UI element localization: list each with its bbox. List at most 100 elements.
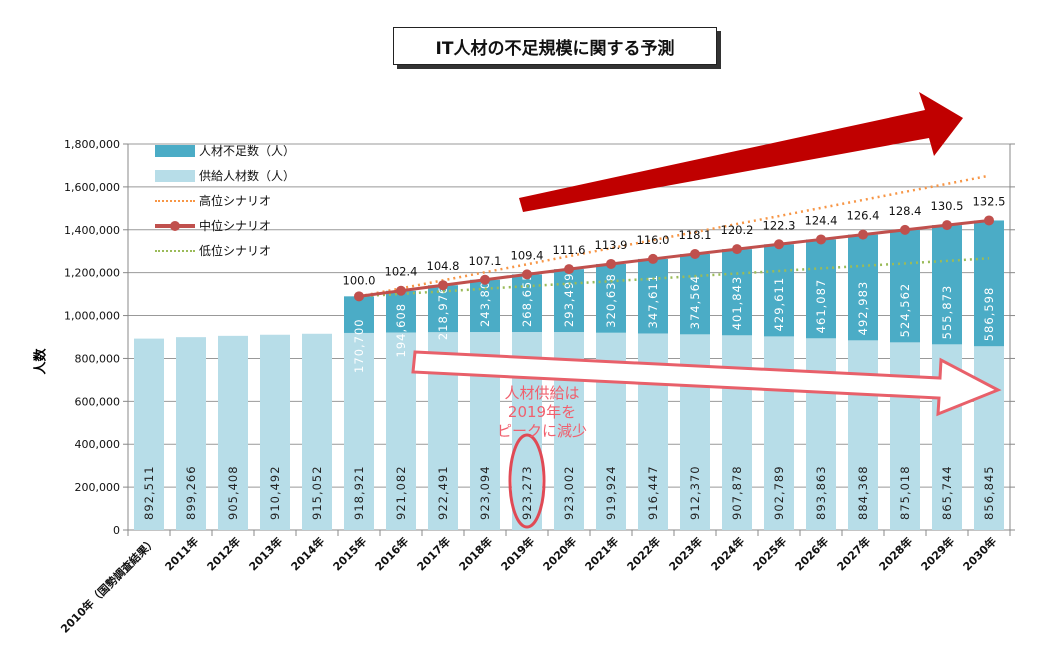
mid-scenario-marker [354, 291, 364, 302]
shortage-data-label: 170,700 [352, 318, 366, 373]
annotation-line: 人材供給は [504, 384, 580, 402]
shortage-bar [848, 234, 878, 341]
shortage-data-label: 320,638 [604, 273, 618, 328]
legend-item-shortage: 人材不足数（人） [155, 138, 295, 163]
mid-scenario-marker [480, 274, 490, 285]
y-tick-label: 1,600,000 [64, 181, 120, 194]
supply-data-label: 865,744 [940, 465, 954, 520]
legend-item-mid: 中位シナリオ [155, 213, 295, 238]
index-label: 124.4 [805, 213, 838, 227]
index-label: 111.6 [553, 243, 586, 257]
supply-data-label: 884,368 [856, 465, 870, 520]
index-label: 120.2 [721, 223, 754, 237]
legend-label: 人材不足数（人） [199, 144, 296, 158]
supply-data-label: 921,082 [394, 465, 408, 520]
supply-data-label: 923,002 [562, 465, 576, 520]
mid-scenario-marker [732, 244, 742, 255]
x-tick-label: 2025年 [750, 534, 789, 573]
shortage-bar [890, 229, 920, 343]
shortage-data-label: 243,805 [478, 272, 492, 327]
supply-data-label: 919,924 [604, 465, 618, 520]
supply-data-label: 915,052 [310, 465, 324, 520]
x-tick-label: 2028年 [876, 534, 915, 573]
supply-bar [302, 333, 332, 530]
supply-data-label: 899,266 [184, 465, 198, 520]
shortage-data-label: 524,562 [898, 283, 912, 338]
x-tick-label: 2011年 [162, 534, 201, 573]
legend-item-low: 低位シナリオ [155, 238, 295, 263]
mid-scenario-marker [564, 264, 574, 275]
y-tick-label: 800,000 [75, 352, 121, 365]
supply-data-label: 918,921 [352, 465, 366, 520]
mid-scenario-marker [396, 285, 406, 296]
shortage-data-label: 218,976 [436, 286, 450, 341]
index-label: 102.4 [385, 265, 418, 279]
index-label: 118.1 [679, 228, 712, 242]
y-axis-label: 人数 [33, 348, 49, 375]
mid-scenario-marker [690, 249, 700, 260]
shortage-bar [344, 296, 374, 333]
shortage-bar [932, 225, 962, 345]
x-tick-label: 2014年 [288, 534, 327, 573]
mid-scenario-marker [984, 215, 994, 226]
x-tick-label: 2023年 [666, 534, 705, 573]
x-tick-label: 2030年 [960, 534, 999, 573]
shortage-bar [428, 285, 458, 333]
index-label: 130.5 [931, 199, 964, 213]
index-label: 122.3 [763, 218, 796, 232]
y-tick-label: 1,000,000 [64, 310, 120, 323]
y-tick-label: 1,400,000 [64, 224, 120, 237]
mid-scenario-marker [522, 269, 532, 280]
supply-data-label: 923,273 [520, 465, 534, 520]
index-label: 128.4 [889, 204, 922, 218]
shortage-bar [554, 269, 584, 333]
legend-swatch [155, 169, 195, 182]
y-tick-label: 200,000 [75, 481, 121, 494]
index-label: 104.8 [427, 259, 460, 273]
index-label: 113.9 [595, 238, 628, 252]
shortage-data-label: 492,983 [856, 281, 870, 336]
x-tick-label: 2018年 [456, 534, 495, 573]
mid-scenario-marker [942, 220, 952, 231]
x-tick-label: 2022年 [624, 534, 663, 573]
mid-scenario-line [358, 218, 990, 298]
shortage-data-label: 347,611 [646, 274, 660, 329]
supply-data-label: 916,447 [646, 465, 660, 520]
index-label: 109.4 [511, 248, 544, 262]
shortage-bar [596, 263, 626, 333]
mid-scenario-marker [438, 280, 448, 291]
x-tick-label: 2013年 [246, 534, 285, 573]
shortage-bar [680, 254, 710, 335]
x-tick-label: 2015年 [330, 534, 369, 573]
shortage-data-label: 429,611 [772, 277, 786, 332]
x-tick-label: 2021年 [582, 534, 621, 573]
supply-data-label: 893,863 [814, 465, 828, 520]
supply-decline-arrow [411, 350, 1002, 417]
supply-bar [218, 335, 248, 530]
annotation: 人材供給は 2019年を ピークに減少 [462, 384, 622, 441]
legend-label: 中位シナリオ [199, 219, 272, 233]
shortage-data-label: 293,499 [562, 273, 576, 328]
x-tick-label: 2029年 [918, 534, 957, 573]
supply-bar [890, 342, 920, 530]
shortage-bar [764, 244, 794, 337]
supply-data-label: 912,370 [688, 465, 702, 520]
mid-scenario-marker [816, 234, 826, 245]
legend-label: 高位シナリオ [199, 194, 272, 208]
supply-data-label: 875,018 [898, 465, 912, 520]
x-tick-label: 2020年 [540, 534, 579, 573]
supply-data-label: 902,789 [772, 465, 786, 520]
shortage-data-label: 586,598 [982, 287, 996, 342]
mid-scenario-marker [858, 229, 868, 240]
supply-bar [176, 337, 206, 530]
supply-data-label: 923,094 [478, 465, 492, 520]
shortage-data-label: 401,843 [730, 276, 744, 331]
legend-item-high: 高位シナリオ [155, 188, 295, 213]
shortage-bar [386, 290, 416, 333]
supply-data-label: 910,492 [268, 465, 282, 520]
shortage-bar [722, 249, 752, 336]
index-label: 107.1 [469, 254, 502, 268]
x-tick-label: 2016年 [372, 534, 411, 573]
supply-bar [974, 346, 1004, 530]
